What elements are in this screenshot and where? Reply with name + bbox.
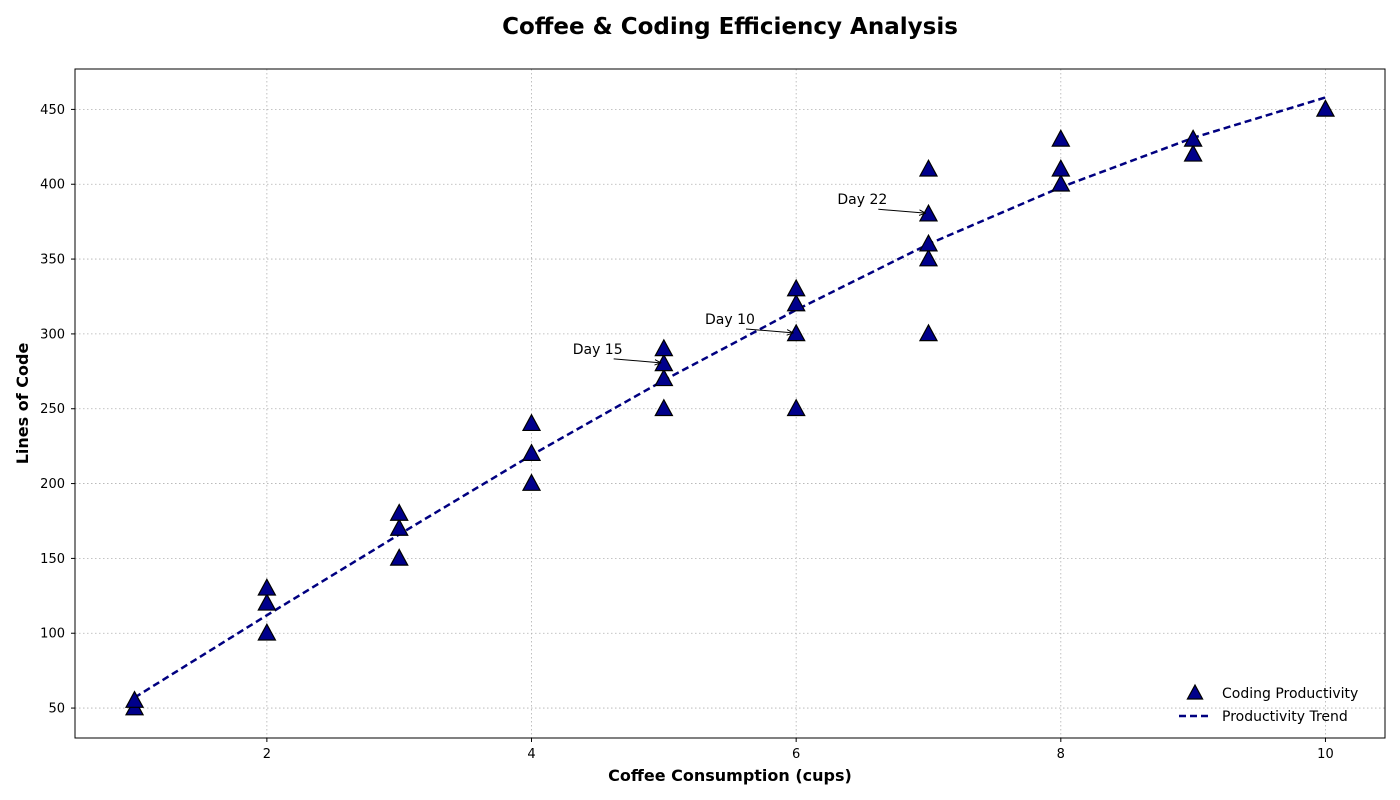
annotations: Day 15 Day 10 Day 22 [573,192,926,363]
y-tick-label: 250 [40,402,65,417]
y-tick-label: 350 [40,253,65,268]
x-tick-label: 8 [1057,747,1065,762]
legend-marker-scatter [1186,683,1204,700]
data-point [521,413,542,432]
data-point [918,233,939,252]
y-tick-label: 50 [48,702,65,717]
data-point [918,323,939,342]
annotation: Day 22 [837,192,925,213]
data-points [124,99,1336,716]
x-tick-label: 10 [1317,747,1334,762]
axis-ticks: 2 4 6 8 10 50 100 150 200 250 300 350 400 450 [40,103,1334,762]
trend-line [133,96,1326,699]
data-point [257,622,277,641]
data-point [389,548,409,566]
data-point [654,398,674,417]
annotation-label: Day 10 [705,312,755,328]
x-tick-label: 4 [527,747,535,762]
data-point [654,338,674,357]
y-tick-label: 150 [40,552,65,567]
x-axis-label: Coffee Consumption (cups) [608,766,852,785]
y-tick-label: 100 [40,627,65,642]
data-point [521,473,542,491]
data-point [918,159,939,177]
data-point [389,503,409,521]
annotation-arrow [745,328,793,333]
data-point [1183,129,1203,147]
data-point [1183,144,1203,162]
annotation-arrow [878,208,925,213]
annotation-label: Day 22 [837,192,887,208]
annotation: Day 15 [573,342,661,363]
data-point [918,248,939,267]
data-point [1051,173,1071,192]
data-point [786,278,806,297]
data-point [257,578,277,596]
plot-frame [74,68,1386,739]
chart-title: Coffee & Coding Efficiency Analysis [502,14,958,40]
annotation: Day 10 [705,312,793,333]
y-tick-label: 450 [40,103,65,118]
y-axis-label: Lines of Code [13,343,32,465]
data-point [124,690,145,708]
y-tick-label: 300 [40,327,65,342]
data-point [1051,159,1071,177]
x-tick-label: 6 [792,747,800,762]
legend-label-scatter: Coding Productivity [1222,686,1358,702]
trend-line-layer [133,96,1326,699]
data-point [389,518,409,536]
data-point [786,398,806,417]
data-point [1315,99,1336,117]
data-point [257,593,277,611]
data-point [521,443,542,461]
legend: Coding Productivity Productivity Trend [1179,683,1358,725]
x-tick-label: 2 [263,747,271,762]
y-tick-label: 200 [40,477,65,492]
y-tick-label: 400 [40,178,65,193]
annotation-label: Day 15 [573,342,623,358]
data-point [654,368,674,387]
annotation-arrow [613,358,661,363]
data-point [786,293,806,312]
legend-label-trend: Productivity Trend [1222,709,1348,725]
data-point [1051,129,1071,147]
